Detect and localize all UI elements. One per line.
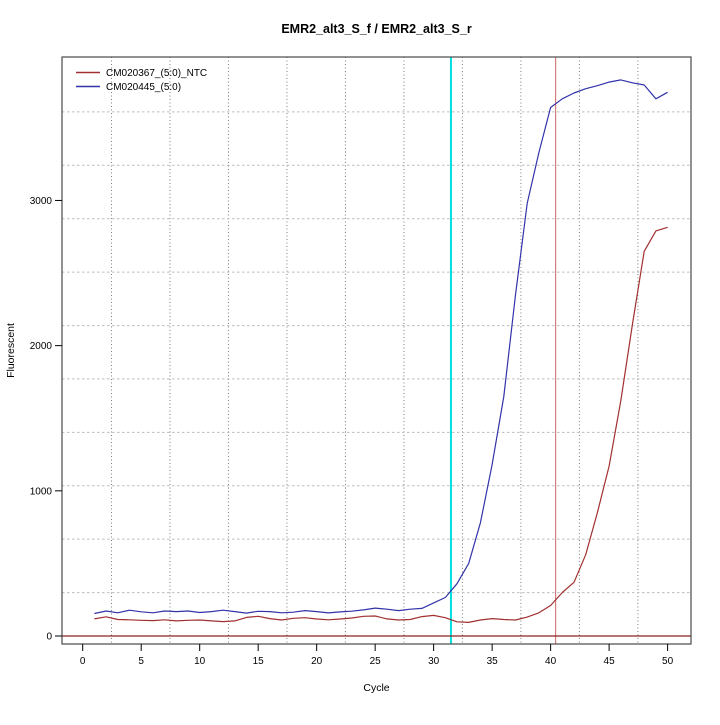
y-axis-label: Fluorescent — [5, 323, 17, 378]
y-tick-label: 2000 — [30, 341, 53, 352]
x-tick-label: 10 — [194, 656, 206, 667]
series-line — [94, 79, 668, 615]
plot-box — [61, 56, 692, 645]
x-tick-label: 40 — [545, 656, 557, 667]
x-tick-label: 50 — [662, 656, 674, 667]
x-tick-label: 35 — [487, 656, 499, 667]
y-tick-label: 3000 — [30, 196, 53, 207]
x-tick-label: 20 — [311, 656, 323, 667]
y-tick-label: 0 — [46, 632, 52, 643]
x-tick-label: 0 — [80, 656, 86, 667]
grid-layer — [62, 57, 691, 644]
legend-label: CM020445_(5:0) — [106, 82, 181, 93]
series-layer — [94, 79, 668, 624]
ct-lines-layer — [62, 57, 691, 644]
x-tick-label: 30 — [428, 656, 440, 667]
x-tick-label: 5 — [138, 656, 144, 667]
x-tick-label: 25 — [370, 656, 382, 667]
x-tick-label: 15 — [253, 656, 265, 667]
x-tick-label: 45 — [604, 656, 616, 667]
x-axis-label: Cycle — [363, 682, 389, 694]
legend: CM020367_(5:0)_NTC CM020445_(5:0) — [76, 68, 207, 93]
chart-title: EMR2_alt3_S_f / EMR2_alt3_S_r — [281, 22, 472, 36]
axis-layer: 0 5 10 15 20 25 30 35 40 45 50 0 1000 2000 3000 — [30, 56, 692, 667]
legend-label: CM020367_(5:0)_NTC — [106, 68, 207, 79]
series-line — [94, 226, 668, 624]
y-tick-label: 1000 — [30, 486, 53, 497]
